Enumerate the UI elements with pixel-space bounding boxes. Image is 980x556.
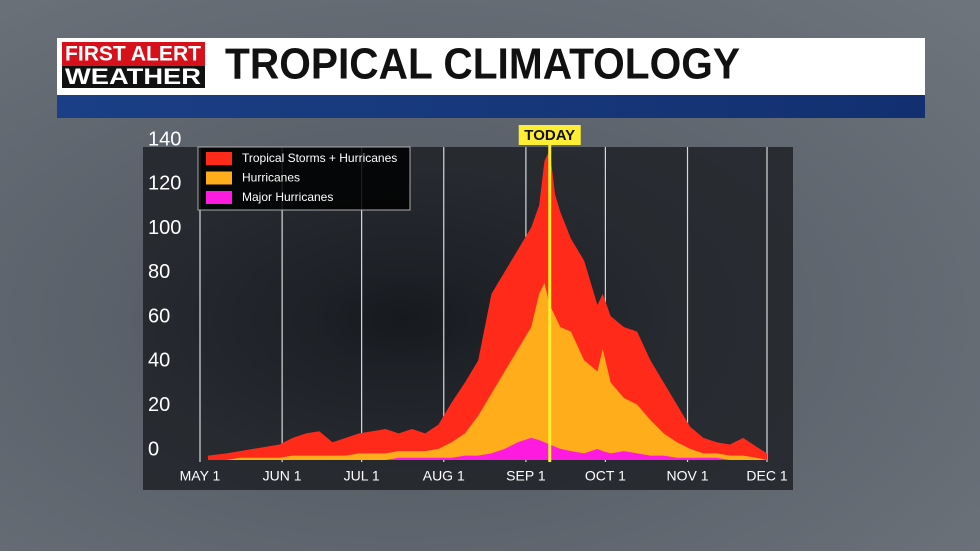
y-tick-label: 100 bbox=[148, 217, 181, 239]
x-tick-label: AUG 1 bbox=[423, 468, 465, 484]
logo-top bbox=[62, 42, 205, 66]
today-label: TODAY bbox=[524, 127, 575, 144]
y-tick-label: 40 bbox=[148, 350, 170, 372]
logo-bottom bbox=[62, 66, 205, 88]
x-tick-label: OCT 1 bbox=[585, 468, 626, 484]
x-tick-label: MAY 1 bbox=[180, 468, 221, 484]
y-tick-label: 140 bbox=[148, 128, 181, 150]
legend-swatch bbox=[206, 191, 232, 204]
x-tick-label: DEC 1 bbox=[746, 468, 787, 484]
legend-label: Tropical Storms + Hurricanes bbox=[242, 151, 397, 165]
today-box bbox=[518, 125, 581, 145]
logo-line2: WEATHER bbox=[65, 64, 201, 89]
legend-swatch bbox=[206, 152, 232, 165]
legend-box bbox=[197, 146, 411, 211]
x-tick-label: NOV 1 bbox=[667, 468, 709, 484]
x-tick-label: JUL 1 bbox=[344, 468, 380, 484]
legend-label: Major Hurricanes bbox=[242, 190, 333, 204]
y-tick-label: 0 bbox=[148, 438, 159, 460]
y-tick-label: 60 bbox=[148, 305, 170, 327]
x-tick-label: JUN 1 bbox=[263, 468, 302, 484]
x-tick-label: SEP 1 bbox=[506, 468, 546, 484]
y-tick-label: 120 bbox=[148, 173, 181, 195]
title: TROPICAL CLIMATOLOGY bbox=[225, 40, 740, 89]
legend-label: Hurricanes bbox=[242, 171, 300, 185]
area bbox=[207, 150, 767, 460]
area bbox=[207, 437, 767, 460]
area bbox=[207, 282, 767, 460]
logo-line1: FIRST ALERT bbox=[65, 43, 201, 66]
y-tick-label: 20 bbox=[148, 394, 170, 416]
legend-swatch bbox=[206, 171, 232, 185]
chart: 0 20 40 60 80 100 120 140 MAY 1 JUN 1 JUL 1 AUG 1 SE… bbox=[148, 125, 788, 484]
header-stripe bbox=[57, 95, 925, 118]
y-tick-label: 80 bbox=[148, 261, 170, 283]
